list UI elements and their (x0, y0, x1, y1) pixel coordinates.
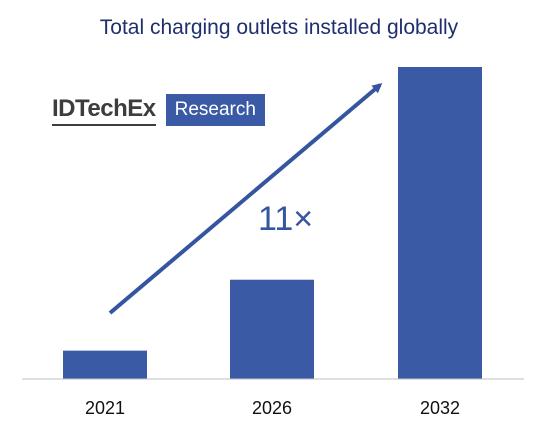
chart-title: Total charging outlets installed globall… (99, 16, 459, 39)
x-tick-label-2032: 2032 (420, 398, 460, 418)
logo-tag: Research (165, 94, 265, 126)
idtechex-logo: IDTechEx Research (52, 94, 265, 126)
x-tick-label-2026: 2026 (252, 398, 292, 418)
growth-arrow (108, 83, 383, 315)
bar-2032 (398, 67, 482, 379)
bar-2021 (63, 350, 147, 379)
logo-brand: IDTechEx (52, 95, 156, 126)
x-tick-label-2021: 2021 (85, 398, 125, 418)
bar-2026 (230, 279, 314, 379)
growth-annotation: 11× (258, 200, 313, 238)
